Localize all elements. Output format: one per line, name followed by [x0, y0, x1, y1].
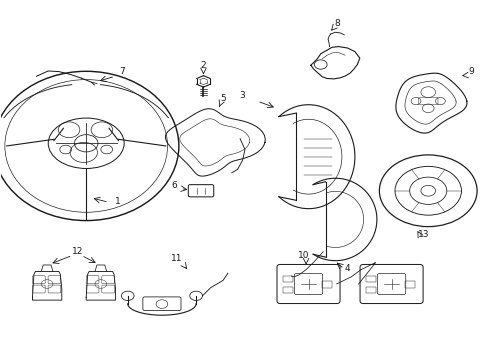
- Text: 12: 12: [72, 247, 84, 256]
- Text: 4: 4: [345, 265, 350, 274]
- Text: 9: 9: [468, 67, 474, 76]
- Text: 1: 1: [115, 197, 121, 206]
- Text: 2: 2: [201, 61, 206, 70]
- Bar: [322, 281, 332, 288]
- Text: 3: 3: [240, 90, 245, 99]
- Text: 8: 8: [334, 19, 340, 28]
- Bar: [283, 287, 293, 293]
- Text: 11: 11: [171, 254, 182, 263]
- Text: 13: 13: [417, 230, 429, 239]
- Text: 10: 10: [298, 251, 309, 260]
- Text: 5: 5: [220, 94, 226, 103]
- Polygon shape: [86, 271, 116, 300]
- Text: 7: 7: [120, 67, 125, 76]
- Text: 6: 6: [172, 181, 177, 190]
- Bar: [405, 281, 415, 288]
- Polygon shape: [32, 271, 62, 300]
- Bar: [366, 276, 376, 282]
- Bar: [366, 287, 376, 293]
- Bar: [283, 276, 293, 282]
